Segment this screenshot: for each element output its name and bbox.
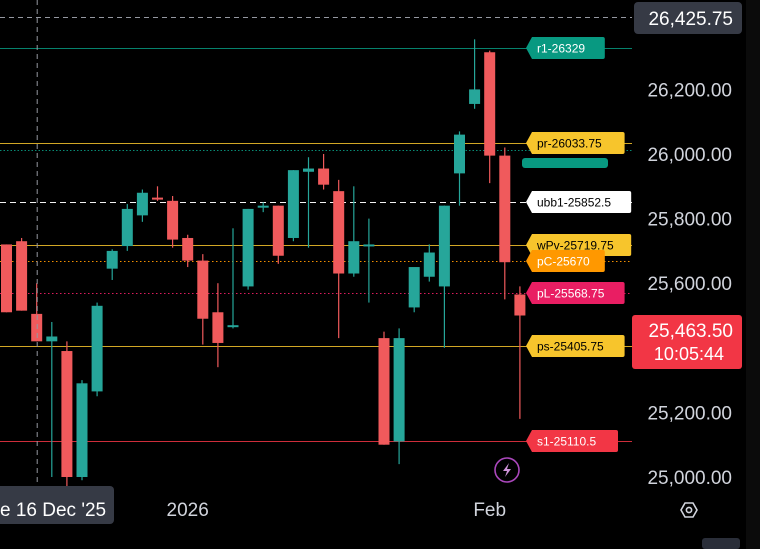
chart-icons[interactable] — [494, 457, 698, 518]
price-axis-bg — [632, 0, 760, 549]
candle-body-12 — [182, 237, 194, 261]
candle-body-15 — [227, 325, 239, 328]
candle-body-23 — [348, 241, 360, 274]
candle-body-0 — [1, 244, 12, 313]
candle-body-5 — [76, 383, 88, 477]
level-tag-label-5: pL-25568.75 — [537, 287, 605, 301]
price-tick-5: 25,000.00 — [647, 468, 732, 489]
level-tag-label-0: r1-26329 — [537, 42, 585, 56]
countdown-label: 10:05:44 — [654, 344, 724, 364]
crosshair — [0, 0, 632, 490]
time-tick-0: 2026 — [167, 500, 209, 521]
candle-body-22 — [333, 191, 345, 274]
price-tick-4: 25,200.00 — [647, 403, 732, 424]
candle-body-29 — [438, 205, 450, 287]
candle-body-26 — [393, 338, 405, 442]
candle-body-8 — [121, 208, 133, 247]
level-tag-1[interactable] — [526, 132, 625, 154]
level-tag-2[interactable] — [526, 191, 632, 213]
candle-body-28 — [423, 252, 435, 277]
level-tag-label-3: wPv-25719.75 — [536, 239, 614, 253]
time-axis[interactable]: 2026 Feb e 16 Dec '25 — [0, 486, 506, 524]
candle-body-13 — [197, 260, 209, 319]
candle-body-20 — [303, 168, 314, 172]
lightning-icon-ring — [494, 457, 520, 483]
last-price-label: 25,463.50 — [648, 321, 733, 342]
settings-icon[interactable] — [680, 502, 698, 518]
candle-body-4 — [61, 351, 73, 477]
price-tick-1: 26,000.00 — [647, 145, 732, 166]
bottom-right-handle[interactable] — [702, 538, 740, 549]
lightning-icon[interactable] — [494, 457, 520, 483]
crosshair-price-label: 26,425.75 — [648, 9, 733, 30]
candle-body-32 — [484, 52, 496, 156]
candle-body-9 — [136, 192, 148, 216]
candle-body-6 — [91, 305, 103, 392]
candle-body-25 — [378, 338, 390, 445]
candle-body-1 — [16, 241, 28, 311]
candle-body-7 — [106, 250, 118, 269]
candle-body-16 — [242, 208, 254, 287]
level-tag-aux-teal — [522, 158, 608, 168]
price-tick-2: 25,800.00 — [647, 210, 732, 231]
last-price-tag — [632, 315, 742, 369]
level-tag-0[interactable] — [526, 37, 605, 59]
candle-body-33 — [499, 155, 511, 263]
candle-body-30 — [454, 134, 465, 174]
level-tag-7[interactable] — [526, 430, 618, 452]
level-tag-6[interactable] — [526, 335, 625, 357]
lightning-icon-bolt — [503, 463, 511, 477]
time-tick-1: Feb — [473, 500, 506, 521]
price-tick-0: 26,200.00 — [647, 80, 732, 101]
crosshair-date-badge — [0, 486, 114, 524]
candle-body-19 — [287, 170, 299, 238]
price-tick-3: 25,600.00 — [647, 274, 732, 295]
candle-body-17 — [257, 205, 269, 208]
settings-icon-hex — [680, 502, 698, 518]
level-tag-label-4: pC-25670 — [537, 255, 590, 269]
crosshair-date-label: e 16 Dec '25 — [0, 500, 106, 521]
level-tag-label-7: s1-25110.5 — [537, 435, 596, 449]
level-tag-label-1: pr-26033.75 — [537, 137, 602, 151]
candle-body-34 — [514, 294, 526, 316]
level-tag-5[interactable] — [526, 282, 625, 304]
candle-body-27 — [408, 267, 420, 308]
candle-body-14 — [212, 312, 224, 343]
level-tag-4[interactable] — [526, 250, 605, 272]
price-axis[interactable]: 26,200.00 26,000.00 25,800.00 25,600.00 25,2… — [632, 0, 760, 549]
crosshair-price-badge — [634, 2, 742, 34]
level-tag-label-2: ubb1-25852.5 — [537, 196, 611, 210]
level-lines — [0, 48, 632, 442]
level-labels: r1-26329 pr-26033.75 ubb1-25852.5 wPv-25719… — [522, 37, 632, 452]
candle-body-24 — [363, 244, 375, 247]
level-tag-label-6: ps-25405.75 — [537, 340, 604, 354]
candle-body-10 — [152, 197, 163, 200]
candle-body-18 — [272, 205, 284, 256]
candle-body-21 — [318, 168, 330, 185]
candle-body-31 — [469, 89, 481, 104]
candle-body-11 — [167, 200, 179, 240]
candle-body-3 — [46, 336, 58, 342]
settings-icon-dot — [685, 506, 693, 514]
right-edge-scroll[interactable] — [746, 0, 760, 549]
candles — [1, 39, 526, 510]
